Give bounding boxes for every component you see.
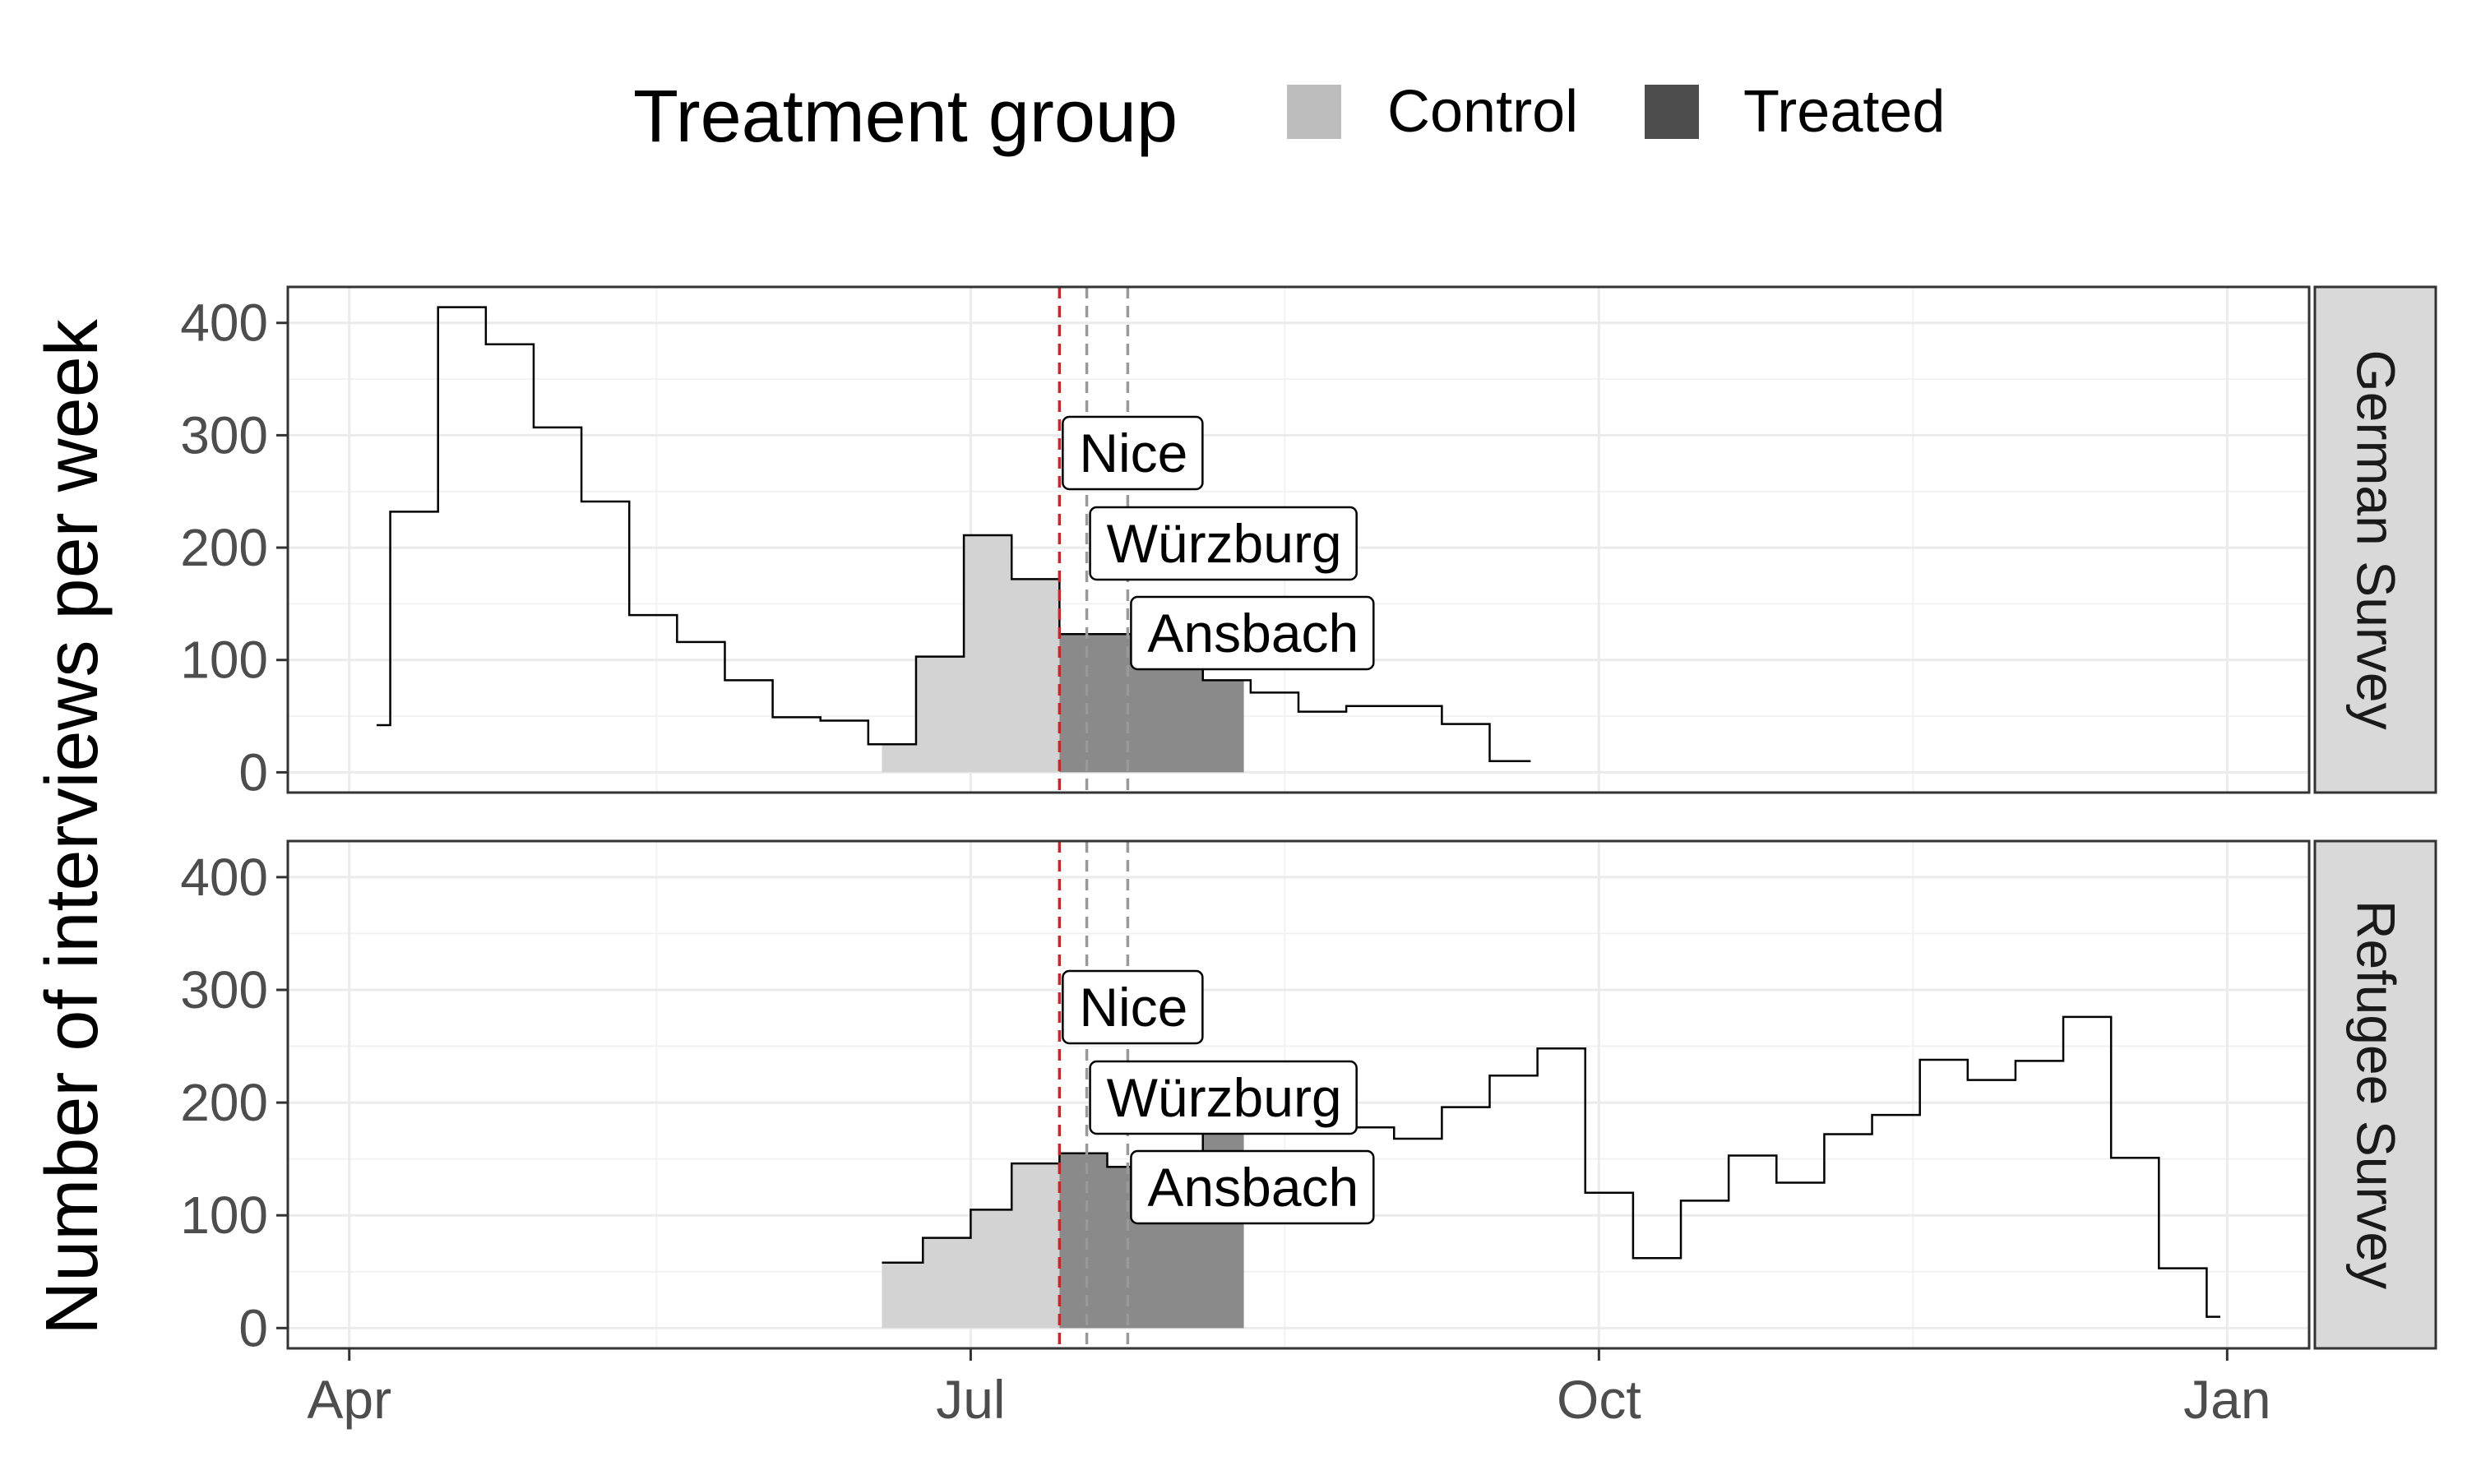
event-label-wrzburg: Würzburg	[1089, 1060, 1358, 1135]
event-label-box	[1130, 595, 1375, 671]
event-label-text: Nice	[1079, 423, 1187, 483]
legend: Treatment group Control Treated	[633, 76, 1945, 158]
x-tick-label: Apr	[307, 1369, 391, 1430]
event-label-box	[1062, 969, 1204, 1045]
y-tick-label: 400	[180, 848, 268, 907]
y-axis-title: Number of interviews per week	[31, 318, 113, 1334]
x-tick-label: Oct	[1557, 1369, 1641, 1430]
event-label-text: Ansbach	[1147, 1157, 1358, 1218]
event-label-nice: Nice	[1062, 415, 1204, 491]
y-tick-label: 100	[180, 631, 268, 690]
y-tick-label: 400	[180, 294, 268, 353]
y-tick-label: 300	[180, 405, 268, 465]
legend-label-treated: Treated	[1743, 79, 1945, 145]
legend-swatch-treated	[1645, 85, 1699, 139]
y-tick-label: 200	[180, 1073, 268, 1132]
event-label-nice: Nice	[1062, 969, 1204, 1045]
panel-german: Nice Würzburg Ansbach 0 100 200 300 400 German S…	[180, 285, 2437, 802]
event-label-ansbach: Ansbach	[1130, 595, 1375, 671]
panel-refugee: Nice Würzburg Ansbach 0 100 200 300 400 Refugee …	[180, 839, 2437, 1357]
x-tick-label: Jul	[936, 1369, 1005, 1430]
event-label-text: Nice	[1079, 977, 1187, 1038]
y-tick-label: 200	[180, 518, 268, 577]
y-tick-label: 300	[180, 960, 268, 1019]
legend-title: Treatment group	[633, 76, 1178, 158]
event-label-wrzburg: Würzburg	[1089, 506, 1358, 581]
facet-strip	[2313, 285, 2437, 794]
control-area	[882, 1163, 1060, 1329]
event-label-box	[1062, 415, 1204, 491]
panels: Nice Würzburg Ansbach 0 100 200 300 400 German S…	[180, 285, 2437, 1357]
event-label-box	[1130, 1149, 1375, 1225]
panel-border	[286, 285, 2311, 794]
event-label-box	[1089, 506, 1358, 581]
legend-swatch-control	[1287, 85, 1341, 139]
facet-strip	[2313, 839, 2437, 1350]
x-tick-label: Jan	[2183, 1369, 2270, 1430]
panel-border	[286, 839, 2311, 1350]
event-label-text: Würzburg	[1107, 1067, 1342, 1128]
event-label-box	[1089, 1060, 1358, 1135]
series-line	[376, 306, 1531, 762]
legend-label-control: Control	[1387, 79, 1578, 145]
event-label-text: Ansbach	[1147, 603, 1358, 663]
control-area	[882, 535, 1060, 773]
y-tick-label: 0	[238, 742, 268, 802]
facet-strip-label: Refugee Survey	[2346, 900, 2407, 1289]
event-label-text: Würzburg	[1107, 513, 1342, 574]
facet-strip-label: German Survey	[2346, 349, 2407, 729]
event-label-ansbach: Ansbach	[1130, 1149, 1375, 1225]
x-axis: Apr Jul Oct Jan	[307, 1348, 2271, 1430]
series-line	[882, 1015, 2221, 1318]
y-tick-label: 100	[180, 1186, 268, 1245]
y-tick-label: 0	[238, 1298, 268, 1357]
